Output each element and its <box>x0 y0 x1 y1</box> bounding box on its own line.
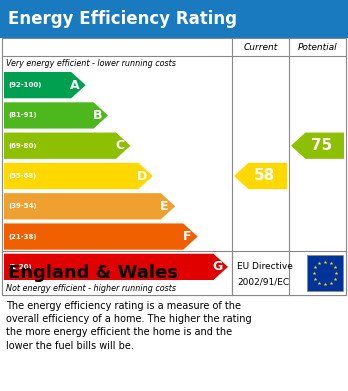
Text: E: E <box>160 200 169 213</box>
Bar <box>2 251 346 295</box>
Text: G: G <box>212 260 222 273</box>
Polygon shape <box>4 72 86 98</box>
Text: Not energy efficient - higher running costs: Not energy efficient - higher running co… <box>6 284 176 293</box>
Text: Potential: Potential <box>298 43 337 52</box>
Text: Current: Current <box>243 43 278 52</box>
Text: (92-100): (92-100) <box>8 82 41 88</box>
Text: (69-80): (69-80) <box>8 143 37 149</box>
Text: A: A <box>70 79 80 91</box>
Polygon shape <box>4 163 153 189</box>
Text: 2002/91/EC: 2002/91/EC <box>237 277 289 286</box>
Bar <box>307 255 343 291</box>
Text: 58: 58 <box>254 169 276 183</box>
Text: EU Directive: EU Directive <box>237 262 293 271</box>
Bar <box>0 0 348 38</box>
Text: (55-68): (55-68) <box>8 173 36 179</box>
Text: Very energy efficient - lower running costs: Very energy efficient - lower running co… <box>6 59 176 68</box>
Polygon shape <box>234 163 287 189</box>
Text: (81-91): (81-91) <box>8 113 37 118</box>
Text: B: B <box>93 109 102 122</box>
Polygon shape <box>4 193 175 219</box>
Bar <box>2 38 346 295</box>
Polygon shape <box>291 133 344 159</box>
Polygon shape <box>4 133 130 159</box>
Text: The energy efficiency rating is a measure of the
overall efficiency of a home. T: The energy efficiency rating is a measur… <box>6 301 252 351</box>
Text: D: D <box>137 170 147 183</box>
Text: (1-20): (1-20) <box>8 264 32 270</box>
Text: C: C <box>115 139 124 152</box>
Text: 75: 75 <box>311 138 332 153</box>
Text: F: F <box>183 230 191 243</box>
Polygon shape <box>4 223 198 250</box>
Text: (21-38): (21-38) <box>8 233 37 240</box>
Polygon shape <box>4 254 228 280</box>
Text: (39-54): (39-54) <box>8 203 37 209</box>
Text: Energy Efficiency Rating: Energy Efficiency Rating <box>8 10 237 28</box>
Polygon shape <box>4 102 108 129</box>
Text: England & Wales: England & Wales <box>8 264 178 282</box>
